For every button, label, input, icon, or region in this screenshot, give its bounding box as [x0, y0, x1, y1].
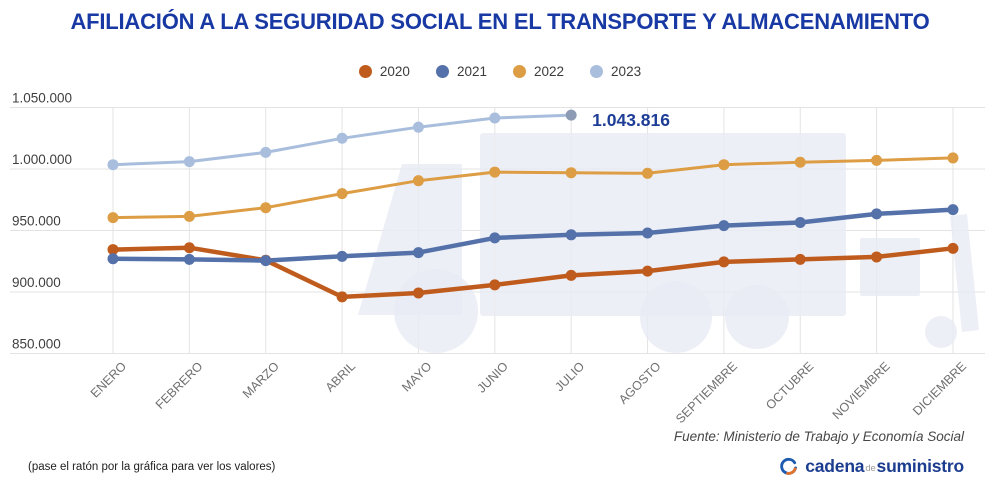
- legend-dot-2021: [435, 65, 449, 78]
- hover-hint: (pase el ratón por la gráfica para ver l…: [28, 461, 276, 473]
- x-axis-month-label: SEPTIEMBRE: [673, 359, 740, 426]
- data-point-2022-JUNIO[interactable]: [489, 166, 501, 178]
- legend-label-2022: 2022: [534, 64, 565, 79]
- x-axis-month-label: MARZO: [240, 359, 282, 401]
- data-point-2020-JULIO[interactable]: [565, 269, 577, 281]
- data-point-2021-AGOSTO[interactable]: [642, 227, 654, 239]
- x-axis-month-label: JULIO: [552, 359, 587, 394]
- x-axis-month-label: JUNIO: [475, 359, 512, 396]
- data-point-2023-JULIO[interactable]: [565, 109, 577, 121]
- data-point-2020-FEBRERO[interactable]: [183, 242, 195, 254]
- data-point-2023-FEBRERO[interactable]: [183, 156, 195, 168]
- data-point-2022-MARZO[interactable]: [260, 202, 272, 214]
- data-point-2020-NOVIEMBRE[interactable]: [871, 251, 883, 263]
- x-axis-month-label: NOVIEMBRE: [830, 359, 893, 422]
- legend-dot-2023: [590, 65, 604, 78]
- data-point-2021-JULIO[interactable]: [565, 229, 577, 241]
- legend-label-2023: 2023: [611, 64, 642, 79]
- data-point-2022-DICIEMBRE[interactable]: [947, 152, 959, 164]
- x-axis-month-label: AGOSTO: [616, 359, 664, 407]
- y-axis-tick-label: 950.000: [12, 214, 61, 229]
- data-point-2022-AGOSTO[interactable]: [642, 167, 654, 179]
- chart-legend: 2020 2021 2022 2023: [0, 64, 1000, 79]
- data-point-2023-ENERO[interactable]: [107, 159, 119, 171]
- y-axis-tick-label: 850.000: [12, 337, 61, 352]
- x-axis-month-label: ABRIL: [323, 359, 358, 394]
- series-line-2021: [110, 207, 956, 263]
- legend-dot-2022: [513, 65, 526, 78]
- data-point-2020-AGOSTO[interactable]: [642, 265, 654, 277]
- truck-watermark: [358, 133, 979, 353]
- data-point-2021-ABRIL[interactable]: [336, 250, 348, 262]
- data-point-2023-ABRIL[interactable]: [336, 132, 348, 144]
- logo-refresh-icon: [780, 457, 798, 475]
- data-point-2021-MARZO[interactable]: [260, 255, 272, 267]
- data-point-2020-ABRIL[interactable]: [336, 291, 348, 303]
- legend-item-2020[interactable]: 2020: [358, 64, 410, 79]
- legend-label-2020: 2020: [379, 64, 410, 79]
- legend-item-2021[interactable]: 2021: [435, 64, 487, 79]
- logo-text: cadena de suministro: [805, 456, 964, 477]
- data-point-2020-SEPTIEMBRE[interactable]: [718, 256, 730, 268]
- data-point-2020-ENERO[interactable]: [107, 244, 119, 256]
- x-axis-month-label: FEBRERO: [153, 359, 206, 412]
- data-point-2021-SEPTIEMBRE[interactable]: [718, 220, 730, 232]
- page-title: AFILIACIÓN A LA SEGURIDAD SOCIAL EN EL T…: [70, 9, 930, 34]
- series-2022[interactable]: [107, 152, 959, 224]
- data-point-2023-JUNIO[interactable]: [489, 112, 501, 124]
- data-point-2021-FEBRERO[interactable]: [183, 253, 195, 265]
- data-point-2023-MAYO[interactable]: [412, 121, 424, 133]
- data-point-2020-DICIEMBRE[interactable]: [947, 242, 959, 254]
- data-point-2020-OCTUBRE[interactable]: [794, 253, 806, 265]
- legend-item-2023[interactable]: 2023: [590, 64, 641, 79]
- data-point-2022-NOVIEMBRE[interactable]: [871, 154, 883, 166]
- data-point-2020-MAYO[interactable]: [412, 287, 424, 299]
- data-point-2020-JUNIO[interactable]: [489, 279, 501, 291]
- logo-arc-orange: [786, 467, 797, 475]
- legend-item-2022[interactable]: 2022: [513, 64, 564, 79]
- data-point-2022-MAYO[interactable]: [412, 175, 424, 187]
- data-point-2021-ENERO[interactable]: [107, 253, 119, 265]
- series-2021[interactable]: [107, 204, 959, 267]
- series-2023[interactable]: [107, 109, 577, 171]
- data-point-2022-JULIO[interactable]: [565, 167, 577, 179]
- x-axis-month-label: OCTUBRE: [763, 359, 816, 412]
- data-point-2021-MAYO[interactable]: [412, 247, 424, 259]
- series-line-2022: [111, 156, 955, 220]
- source-note: Fuente: Ministerio de Trabajo y Economía…: [673, 429, 964, 444]
- x-axis-month-label: DICIEMBRE: [910, 359, 969, 418]
- data-point-2022-SEPTIEMBRE[interactable]: [718, 159, 730, 171]
- legend-label-2021: 2021: [456, 64, 487, 79]
- y-axis-tick-label: 1.050.000: [12, 91, 72, 106]
- data-point-2023-MARZO[interactable]: [260, 146, 272, 158]
- logo-word-suministro: suministro: [876, 456, 965, 476]
- data-point-2022-OCTUBRE[interactable]: [794, 156, 806, 168]
- y-axis-tick-label: 1.000.000: [12, 152, 72, 167]
- data-point-2021-OCTUBRE[interactable]: [794, 217, 806, 229]
- data-point-2022-ENERO[interactable]: [107, 212, 119, 224]
- data-point-2022-ABRIL[interactable]: [336, 188, 348, 200]
- value-annotation: 1.043.816: [592, 110, 670, 130]
- y-axis-tick-label: 900.000: [12, 275, 61, 290]
- logo-word-de: de: [865, 463, 876, 474]
- data-point-2021-DICIEMBRE[interactable]: [947, 204, 959, 216]
- x-axis-month-label: MAYO: [399, 359, 434, 394]
- data-point-2021-NOVIEMBRE[interactable]: [871, 208, 883, 220]
- data-point-2021-JUNIO[interactable]: [489, 232, 501, 244]
- logo-word-cadena: cadena: [805, 456, 865, 476]
- data-point-2022-FEBRERO[interactable]: [183, 210, 195, 222]
- x-axis-month-label: ENERO: [88, 359, 130, 401]
- legend-dot-2020: [358, 65, 372, 78]
- cadena-de-suministro-logo[interactable]: cadena de suministro: [779, 456, 964, 477]
